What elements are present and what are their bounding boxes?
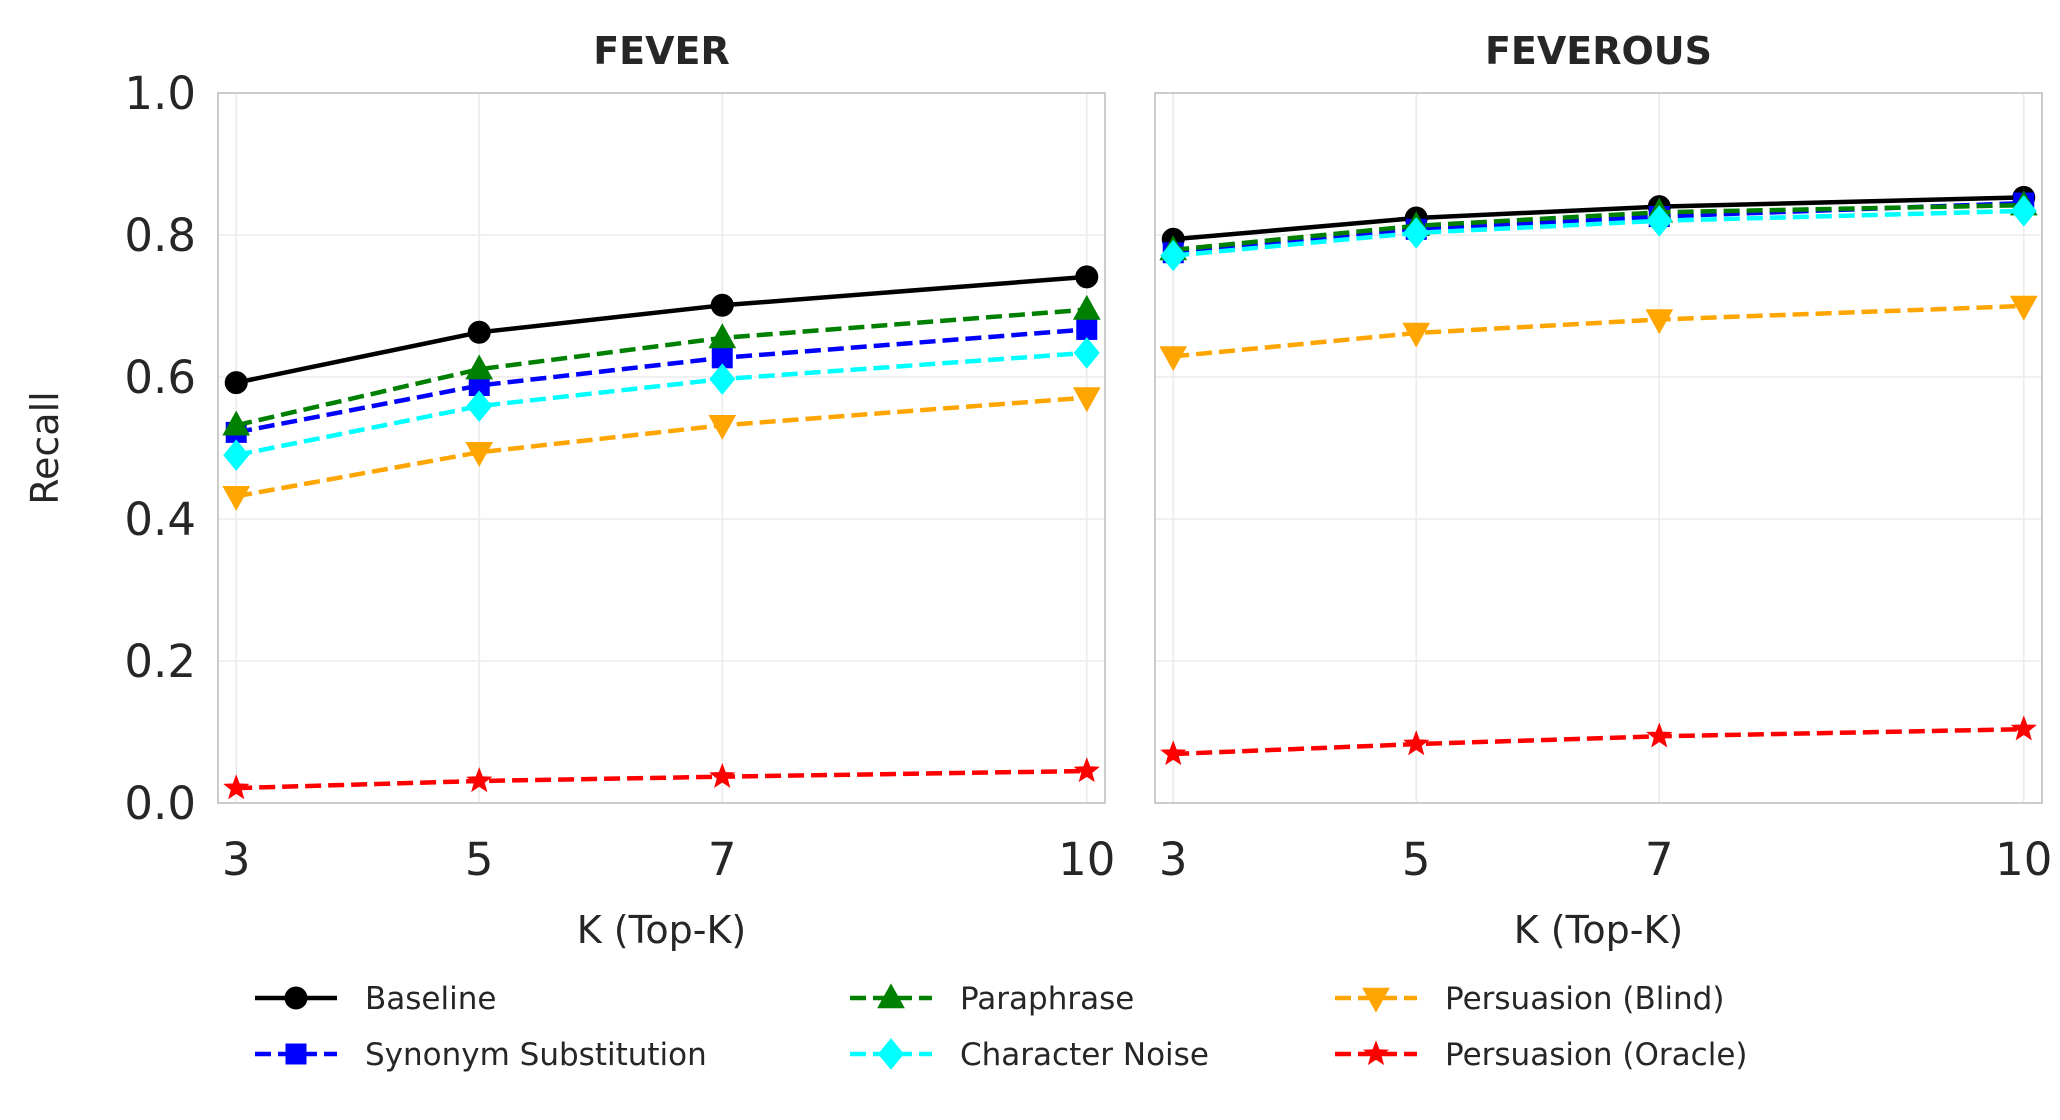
panel-fever: FEVER 3 5 7 10 K (Top-K) 0.0 0.2 0.4 0.6 0.8 1.0 Rec… [23,29,1115,952]
series-line-noise [1172,208,2024,258]
data-point-blind [2009,295,2038,321]
panel-title: FEVEROUS [1485,29,1712,73]
data-point-paraphrase [222,410,251,436]
panel-title: FEVER [593,29,730,73]
series-synonym [225,318,1098,443]
legend-entry-oracle: Persuasion (Oracle) [1335,1037,1748,1073]
series-line-baseline [1173,195,2024,242]
data-point-oracle [1403,730,1430,756]
data-point-oracle [1073,757,1100,783]
series-paraphrase [222,294,1101,436]
series-line-blind [1172,303,2024,359]
x-axis-label: K (Top-K) [577,908,746,952]
series-line-paraphrase [235,307,1087,428]
legend-entry-synonym: Synonym Substitution [255,1037,707,1073]
x-tick-label: 7 [708,833,737,886]
series-line-synonym [235,327,1087,435]
legend: Baseline Synonym Substitution Paraphrase Ch… [255,981,1748,1073]
series-oracle [223,757,1100,800]
y-tick-label: 0.6 [124,351,196,404]
data-point-noise [466,390,493,422]
series-baseline [224,265,1099,395]
legend-entry-blind: Persuasion (Blind) [1335,981,1724,1017]
legend-label: Paraphrase [960,981,1134,1017]
data-point-oracle [223,774,250,800]
legend-label: Baseline [365,981,496,1017]
data-point-paraphrase [1072,294,1101,320]
series-noise [1160,195,2037,272]
series-line-oracle [236,768,1087,791]
legend-marker-baseline [284,986,308,1010]
data-point-baseline [1075,265,1099,289]
data-point-oracle [1160,740,1187,766]
y-tick-label: 0.2 [124,635,196,688]
legend-marker-oracle [1362,1040,1390,1066]
series-line-blind [235,395,1087,499]
x-tick-label: 7 [1645,833,1674,886]
series-line-paraphrase [1172,202,2024,253]
x-tick-label: 3 [1159,833,1188,886]
y-tick-label: 0.4 [124,493,196,546]
panel-feverous: FEVEROUS 3 5 7 10 K (Top-K) [1154,29,2052,952]
data-point-baseline [224,371,248,395]
data-point-noise [709,363,736,395]
series-blind [222,387,1101,511]
legend-entry-noise: Character Noise [850,1037,1209,1073]
data-point-synonym [1076,318,1098,340]
series-blind [1159,295,2038,372]
series-noise [223,337,1100,471]
y-axis-label: Recall [23,391,67,504]
legend-entry-paraphrase: Paraphrase [850,981,1134,1017]
plot-frame [217,92,1106,804]
data-point-paraphrase [708,323,737,349]
x-tick-label: 10 [1995,833,2052,886]
x-tick-label: 5 [465,833,494,886]
data-point-blind [222,486,251,511]
data-point-oracle [709,762,736,788]
data-point-blind [465,442,494,467]
legend-label: Synonym Substitution [365,1037,707,1073]
y-tick-label: 0.8 [124,209,196,262]
series-line-baseline [235,274,1087,385]
data-point-blind [1645,309,1674,335]
legend-entry-baseline: Baseline [255,981,496,1017]
data-point-blind [708,415,737,440]
plot-frame [1154,92,2043,804]
data-point-baseline [710,293,734,317]
data-point-paraphrase [465,354,494,380]
data-point-noise [2010,195,2037,227]
data-point-blind [1072,387,1101,413]
x-tick-label: 5 [1402,833,1431,886]
series-line-oracle [1173,726,2024,757]
data-point-blind [1159,346,1188,372]
legend-marker-synonym [285,1043,307,1065]
data-point-noise [1160,239,1187,272]
x-tick-label: 3 [222,833,251,886]
x-axis-label: K (Top-K) [1514,908,1683,952]
x-tick-label: 10 [1058,833,1115,886]
legend-marker-paraphrase [877,983,905,1009]
data-point-oracle [1646,722,1673,748]
data-point-noise [1646,205,1673,237]
series-line-noise [235,350,1087,458]
data-point-noise [223,439,250,471]
y-tick-label: 1.0 [124,67,196,120]
series-oracle [1160,715,2037,766]
data-point-blind [1402,322,1431,348]
data-point-oracle [2010,715,2037,741]
data-point-noise [1073,337,1100,369]
data-point-noise [1403,217,1430,249]
legend-marker-noise [877,1038,905,1070]
data-point-oracle [466,767,493,793]
legend-label: Persuasion (Blind) [1445,981,1724,1017]
legend-label: Character Noise [960,1037,1209,1073]
legend-marker-blind [1362,987,1390,1013]
y-tick-label: 0.0 [124,777,196,830]
data-point-baseline [467,320,491,344]
legend-label: Persuasion (Oracle) [1445,1037,1748,1073]
